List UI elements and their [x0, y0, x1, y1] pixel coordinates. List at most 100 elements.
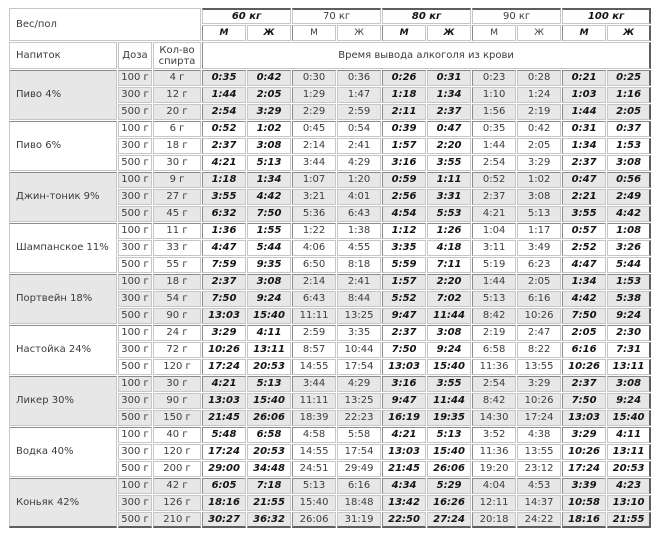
- time-cell: 21:45: [202, 410, 247, 426]
- time-cell: 2:52: [562, 240, 607, 256]
- time-cell: 21:55: [607, 512, 652, 528]
- time-cell: 4:23: [607, 478, 652, 494]
- time-cell: 12:11: [472, 495, 517, 511]
- time-cell: 4:34: [382, 478, 427, 494]
- time-cell: 0:42: [247, 70, 292, 86]
- spirit-cell: 42 г: [153, 478, 202, 494]
- gender-header-f-100: Ж: [607, 25, 652, 41]
- gender-header-f-80: Ж: [427, 25, 472, 41]
- time-cell: 1:34: [247, 172, 292, 188]
- dose-cell: 100 г: [118, 274, 152, 290]
- time-cell: 4:38: [517, 427, 562, 443]
- table-row: 500 г 120 г 17:24 20:53 14:55 17:54 13:03 15:40…: [9, 359, 652, 375]
- time-cell: 1:57: [382, 274, 427, 290]
- time-cell: 26:06: [292, 512, 337, 528]
- time-cell: 4:42: [607, 206, 652, 222]
- dose-cell: 300 г: [118, 495, 152, 511]
- dose-cell: 300 г: [118, 291, 152, 307]
- time-cell: 0:37: [607, 121, 652, 137]
- time-cell: 2:19: [472, 325, 517, 341]
- time-cell: 6:23: [517, 257, 562, 273]
- time-cell: 13:03: [382, 444, 427, 460]
- time-cell: 8:18: [337, 257, 382, 273]
- time-cell: 0:45: [292, 121, 337, 137]
- time-cell: 13:10: [607, 495, 652, 511]
- table-row: 500 г 20 г 2:54 3:29 2:29 2:59 2:11 2:37 1:56 2:1…: [9, 104, 652, 120]
- time-cell: 30:27: [202, 512, 247, 528]
- time-cell: 4:11: [247, 325, 292, 341]
- spirit-cell: 200 г: [153, 461, 202, 477]
- weight-header-80: 80 кг: [382, 8, 472, 24]
- time-cell: 4:11: [607, 427, 652, 443]
- time-cell: 2:05: [607, 104, 652, 120]
- time-cell: 3:08: [247, 138, 292, 154]
- time-cell: 23:12: [517, 461, 562, 477]
- weights-header-row: Вес/пол 60 кг 70 кг 80 кг 90 кг 100 кг: [9, 8, 652, 41]
- time-cell: 2:41: [337, 274, 382, 290]
- time-cell: 29:49: [337, 461, 382, 477]
- time-cell: 4:21: [382, 427, 427, 443]
- time-cell: 3:16: [382, 376, 427, 392]
- time-cell: 1:17: [517, 223, 562, 239]
- time-cell: 20:53: [247, 359, 292, 375]
- time-cell: 0:57: [562, 223, 607, 239]
- spirit-cell: 90 г: [153, 308, 202, 324]
- time-cell: 1:26: [427, 223, 472, 239]
- time-cell: 4:01: [337, 189, 382, 205]
- time-cell: 1:11: [427, 172, 472, 188]
- time-cell: 5:13: [427, 427, 472, 443]
- time-cell: 1:22: [292, 223, 337, 239]
- table-row: 300 г 72 г 10:26 13:11 8:57 10:44 7:50 9:24 6:58…: [9, 342, 652, 358]
- drink-name-cell: Джин-тоник 9%: [9, 172, 117, 222]
- time-cell: 1:53: [607, 138, 652, 154]
- time-cell: 4:21: [202, 155, 247, 171]
- time-cell: 20:18: [472, 512, 517, 528]
- time-cell: 0:39: [382, 121, 427, 137]
- time-cell: 22:23: [337, 410, 382, 426]
- table-row: 500 г 210 г 30:27 36:32 26:06 31:19 22:50 27:24…: [9, 512, 652, 528]
- spirit-cell: 120 г: [153, 359, 202, 375]
- time-cell: 5:53: [427, 206, 472, 222]
- time-cell: 19:20: [472, 461, 517, 477]
- weight-gender-header: Вес/пол: [9, 8, 202, 41]
- time-cell: 3:35: [382, 240, 427, 256]
- time-cell: 1:44: [472, 138, 517, 154]
- time-cell: 2:54: [472, 155, 517, 171]
- spirit-cell: 12 г: [153, 87, 202, 103]
- time-cell: 3:55: [427, 155, 472, 171]
- drink-name-cell: Шампанское 11%: [9, 223, 117, 273]
- time-cell: 3:08: [517, 189, 562, 205]
- time-cell: 5:36: [292, 206, 337, 222]
- time-cell: 11:36: [472, 359, 517, 375]
- time-cell: 4:55: [337, 240, 382, 256]
- time-cell: 0:52: [472, 172, 517, 188]
- time-cell: 29:00: [202, 461, 247, 477]
- time-cell: 1:56: [472, 104, 517, 120]
- time-cell: 2:19: [517, 104, 562, 120]
- time-cell: 2:56: [382, 189, 427, 205]
- dose-cell: 300 г: [118, 240, 152, 256]
- time-cell: 4:29: [337, 155, 382, 171]
- time-cell: 0:54: [337, 121, 382, 137]
- spirit-cell: 18 г: [153, 274, 202, 290]
- drink-name-cell: Портвейн 18%: [9, 274, 117, 324]
- time-cell: 1:38: [337, 223, 382, 239]
- time-cell: 0:31: [427, 70, 472, 86]
- time-cell: 14:55: [292, 359, 337, 375]
- time-cell: 15:40: [427, 359, 472, 375]
- time-cell: 18:48: [337, 495, 382, 511]
- time-cell: 1:10: [472, 87, 517, 103]
- table-row: Портвейн 18% 100 г 18 г 2:37 3:08 2:14 2:41 1:5…: [9, 274, 652, 324]
- spirit-cell: 11 г: [153, 223, 202, 239]
- time-cell: 3:08: [247, 274, 292, 290]
- time-cell: 20:53: [607, 461, 652, 477]
- spirit-cell: 54 г: [153, 291, 202, 307]
- gender-header-m-90: М: [472, 25, 517, 41]
- time-cell: 3:52: [472, 427, 517, 443]
- time-cell: 2:59: [292, 325, 337, 341]
- drink-name-cell: Настойка 24%: [9, 325, 117, 375]
- time-cell: 26:06: [247, 410, 292, 426]
- time-cell: 0:47: [562, 172, 607, 188]
- time-cell: 16:26: [427, 495, 472, 511]
